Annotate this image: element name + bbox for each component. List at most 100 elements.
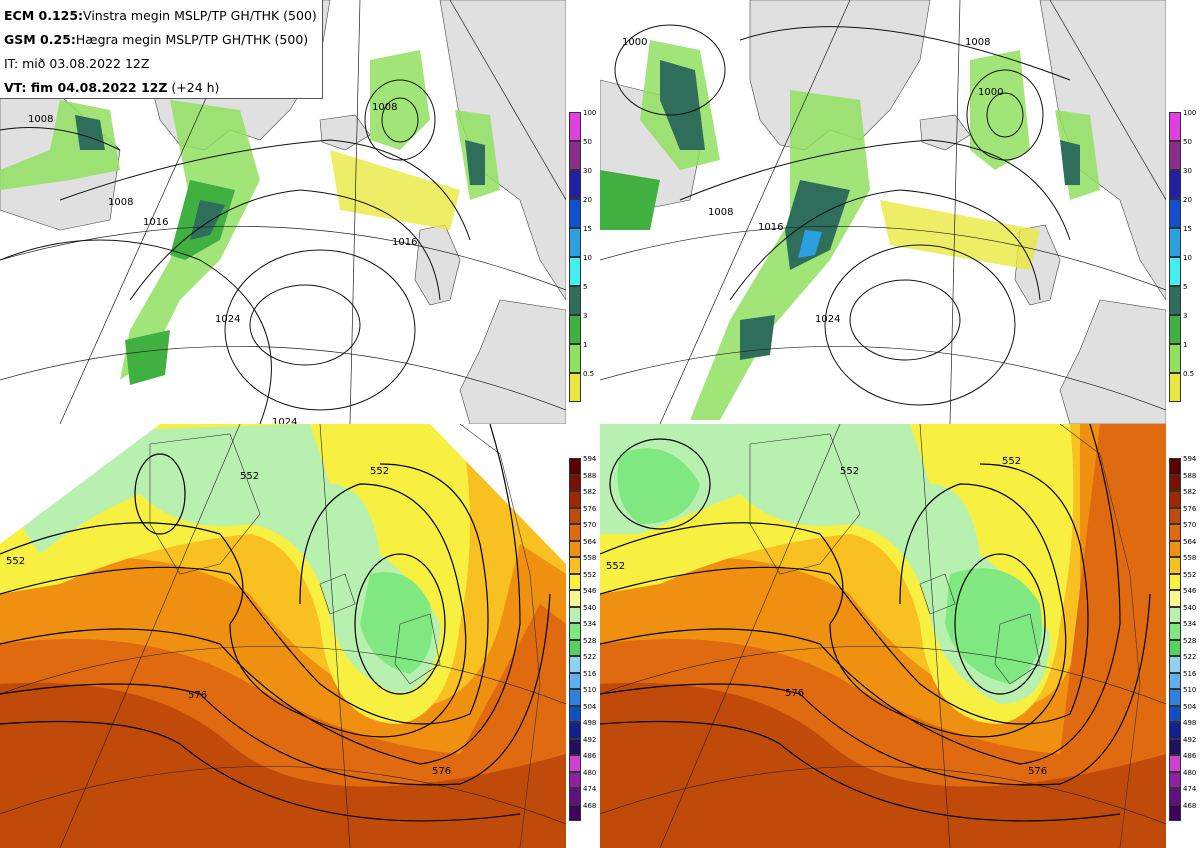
precip-band <box>370 50 430 150</box>
isobar-label: 1024 <box>215 314 240 325</box>
no-data-region <box>0 424 160 544</box>
colorbar-tick-label: 510 <box>1183 686 1197 694</box>
isobar <box>849 279 961 361</box>
colorbar-swatch <box>1169 639 1181 656</box>
colorbar-swatch <box>569 474 581 491</box>
thickness-fill-540 <box>20 424 440 694</box>
colorbar-swatch <box>569 458 581 475</box>
colorbar-swatch <box>569 540 581 557</box>
colorbar-tick-label: 498 <box>583 719 597 727</box>
colorbar-swatch <box>1169 141 1181 170</box>
coastline <box>749 433 861 575</box>
colorbar-swatch <box>569 623 581 640</box>
colorbar-tick-label: 540 <box>1183 603 1197 612</box>
graticule-line <box>0 346 566 411</box>
colorbar-tick-label: 15 <box>1183 225 1192 233</box>
height-label: 552 <box>370 466 389 477</box>
colorbar-tick-label: 516 <box>583 669 597 678</box>
height-label: 552 <box>240 471 259 482</box>
precip-band <box>125 330 170 385</box>
colorbar-tick-label: 3 <box>583 312 588 320</box>
height-label: 552 <box>606 561 625 572</box>
colorbar-tick-label: 30 <box>583 167 592 175</box>
colorbar-swatch <box>1169 623 1181 640</box>
colorbar-tick-label: 468 <box>1183 801 1197 810</box>
colorbar-tick-label: 474 <box>1183 785 1197 793</box>
colorbar-swatch <box>569 141 581 170</box>
colorbar-tick-label: 3 <box>1183 312 1188 320</box>
colorbar-tick-label: 1 <box>583 341 588 349</box>
colorbar-tick-label: 540 <box>583 603 597 612</box>
gsm-geopotential-thickness-panel: 552 552 552 576 576 <box>600 424 1166 848</box>
colorbar-swatch <box>1169 606 1181 623</box>
colorbar-tick-label: 576 <box>583 504 597 513</box>
graticule-line <box>600 766 1166 825</box>
model-ecm-line: ECM 0.125:Vinstra megin MSLP/TP GH/THK (… <box>4 8 317 23</box>
isobar <box>224 249 416 411</box>
colorbar-tick-label: 20 <box>583 196 592 204</box>
graticule-line <box>349 0 361 424</box>
colorbar-swatch <box>569 771 581 788</box>
isobar-label: 1024 <box>815 314 840 325</box>
colorbar-tick-label: 5 <box>583 283 588 291</box>
colorbar-swatch <box>569 199 581 228</box>
thickness-fill-576 <box>0 682 566 848</box>
isobar <box>824 244 1016 406</box>
height-label: 576 <box>432 766 451 777</box>
colorbar-swatch <box>1169 112 1181 141</box>
colorbar-tick-label: 528 <box>1183 636 1197 645</box>
colorbar-tick-label: 570 <box>1183 521 1197 529</box>
graticule-line <box>600 346 1166 411</box>
colorbar-swatch <box>1169 507 1181 524</box>
colorbar-swatch <box>569 315 581 344</box>
height-contour <box>0 720 521 822</box>
isobar-label: 1008 <box>372 102 397 113</box>
colorbar-tick-label: 50 <box>583 138 592 146</box>
colorbar-tick-label: 5 <box>1183 283 1188 291</box>
graticule-line <box>449 0 566 201</box>
precip-band <box>330 150 460 230</box>
thickness-colorbar-right: 594 588 582 576 570 564 558 552 546 540 534 528 522 5… <box>1169 455 1199 826</box>
colorbar-swatch <box>569 705 581 722</box>
thickness-fill-576 <box>600 682 1166 848</box>
colorbar-tick-label: 492 <box>583 735 597 744</box>
graticule-line <box>659 424 841 848</box>
colorbar-swatch <box>1169 689 1181 706</box>
precip-band <box>1060 140 1080 185</box>
colorbar-swatch <box>569 373 581 402</box>
valid-time-line: VT: fim 04.08.2022 12Z (+24 h) <box>4 80 220 95</box>
colorbar-swatch <box>569 738 581 755</box>
colorbar-tick-label: 15 <box>583 225 592 233</box>
colorbar-swatch <box>1169 540 1181 557</box>
colorbar-swatch <box>569 524 581 541</box>
colorbar-tick-label: 1 <box>1183 341 1188 349</box>
isobar-label: 1016 <box>143 217 168 228</box>
colorbar-swatch <box>1169 170 1181 199</box>
coastline <box>1059 424 1141 848</box>
isobar <box>679 139 1071 241</box>
colorbar-tick-label: 564 <box>1183 537 1197 546</box>
colorbar-tick-label: 564 <box>583 537 597 546</box>
model-gsm-line: GSM 0.25:Hægra megin MSLP/TP GH/THK (500… <box>4 32 309 47</box>
colorbar-swatch <box>1169 199 1181 228</box>
height-contour <box>600 593 1151 786</box>
height-label: 576 <box>188 690 207 701</box>
colorbar-swatch <box>1169 590 1181 607</box>
coastline <box>919 573 956 615</box>
colorbar-tick-label: 480 <box>1183 768 1197 777</box>
precip-band <box>798 230 822 258</box>
precip-band <box>690 90 870 420</box>
colorbar-tick-label: 582 <box>1183 488 1197 496</box>
isobar-label: 1024 <box>272 417 297 424</box>
colorbar-tick-label: 0.5 <box>1183 370 1195 378</box>
colorbar-swatch <box>569 672 581 689</box>
colorbar-tick-label: 546 <box>1183 587 1197 595</box>
precip-colorbar-left: 100 50 30 20 15 10 5 3 1 0.5 <box>569 109 599 404</box>
colorbar-swatch <box>569 286 581 315</box>
colorbar-swatch <box>569 344 581 373</box>
isobar <box>0 239 272 424</box>
coastline <box>459 424 541 848</box>
colorbar-swatch <box>569 722 581 739</box>
precip-band <box>660 60 705 150</box>
isobar <box>381 97 419 143</box>
